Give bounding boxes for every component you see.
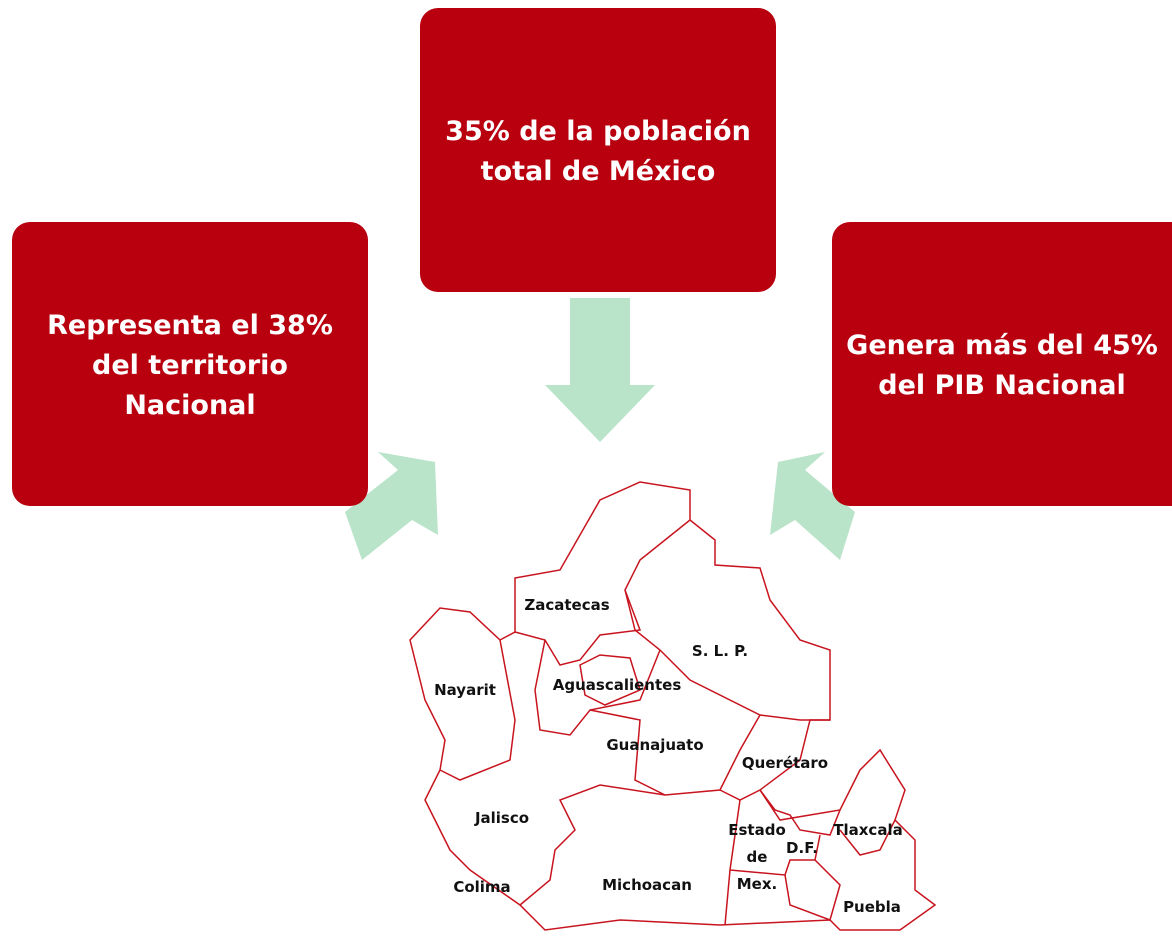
state-border <box>719 789 761 801</box>
map-outline <box>409 481 937 931</box>
arrow-right <box>770 452 855 560</box>
map-label: D.F. <box>786 839 818 857</box>
box-text: del PIB Nacional <box>878 370 1125 401</box>
box-right <box>832 222 1172 506</box>
map-label: Zacatecas <box>524 596 609 614</box>
state-border <box>519 784 666 906</box>
box-text: Nacional <box>124 390 255 421</box>
arrow-down <box>545 298 655 442</box>
map-label: S. L. P. <box>692 642 748 660</box>
map-label: Aguascalientes <box>553 676 682 694</box>
box-left <box>12 222 368 506</box>
map-label: Mex. <box>737 875 777 893</box>
map-label: Nayarit <box>434 681 496 699</box>
state-border <box>729 834 821 876</box>
map <box>409 481 937 931</box>
state-border <box>724 799 741 926</box>
state-border <box>579 654 641 706</box>
map-label: Colima <box>453 878 510 896</box>
state-border <box>439 639 516 781</box>
map-label: Jalisco <box>474 809 529 827</box>
box-text: 35% de la población <box>445 116 751 147</box>
box-text: Genera más del 45% <box>846 330 1158 361</box>
box-text: total de México <box>481 156 716 187</box>
map-label: Querétaro <box>742 754 828 772</box>
arrow-left <box>345 452 438 560</box>
state-border <box>759 789 841 836</box>
box-text: del territorio <box>92 350 288 381</box>
state-border <box>839 819 896 856</box>
state-border <box>534 639 661 736</box>
box-top <box>420 8 776 292</box>
state-border <box>784 859 841 921</box>
map-label: de <box>747 848 768 866</box>
map-label: Tlaxcala <box>833 821 902 839</box>
map-label: Estado <box>728 821 786 839</box>
box-text: Representa el 38% <box>47 310 333 341</box>
map-label: Puebla <box>843 898 901 916</box>
map-label: Guanajuato <box>606 736 703 754</box>
map-label: Michoacan <box>602 876 692 894</box>
